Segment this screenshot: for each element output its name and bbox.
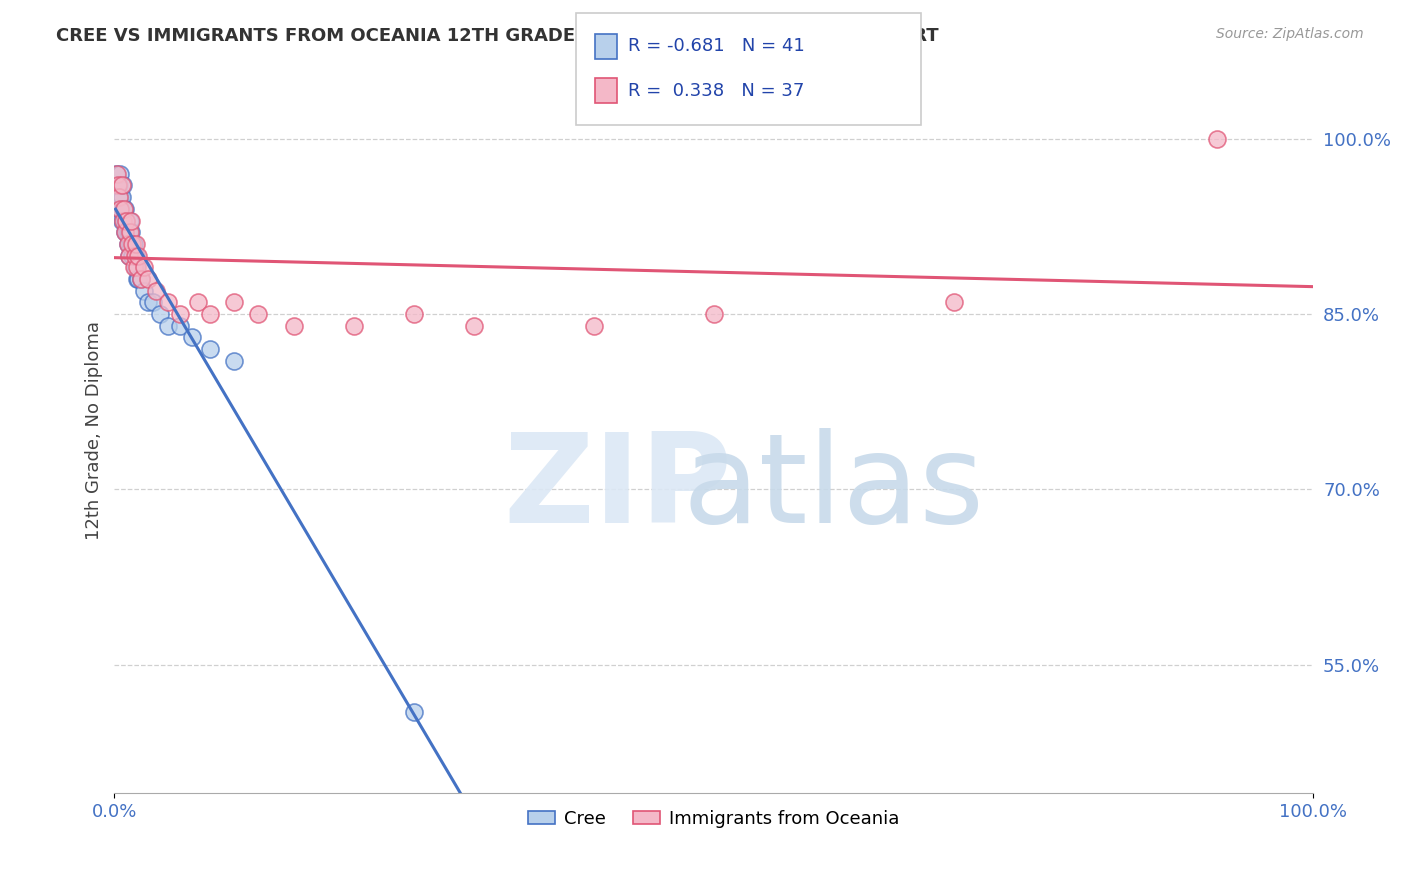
Point [110, 190, 132, 204]
Point [112, 202, 135, 216]
Point [224, 295, 246, 310]
Point [127, 249, 149, 263]
Point [343, 318, 366, 333]
Point [118, 225, 141, 239]
Point [149, 307, 172, 321]
Point [114, 225, 136, 239]
Point [111, 178, 134, 193]
Point [187, 295, 209, 310]
Point [111, 213, 134, 227]
Point [121, 236, 143, 251]
Point [118, 213, 141, 227]
Point [134, 260, 156, 275]
Point [110, 167, 132, 181]
Point [120, 213, 142, 227]
Point [157, 318, 180, 333]
Point [115, 225, 138, 239]
Point [118, 225, 141, 239]
Point [121, 249, 143, 263]
Point [582, 318, 605, 333]
Text: atlas: atlas [683, 428, 984, 549]
Point [127, 272, 149, 286]
Point [124, 249, 146, 263]
Point [124, 260, 146, 275]
Point [105, 178, 128, 193]
Point [110, 178, 132, 193]
Point [463, 318, 485, 333]
Point [122, 260, 145, 275]
Point [200, 307, 222, 321]
Point [105, 167, 128, 181]
Point [169, 307, 191, 321]
Point [134, 284, 156, 298]
Point [117, 236, 139, 251]
Text: ZIP: ZIP [503, 428, 733, 549]
Point [125, 249, 148, 263]
Point [125, 236, 148, 251]
Text: R = -0.681   N = 41: R = -0.681 N = 41 [628, 37, 806, 55]
Point [117, 225, 139, 239]
Point [110, 213, 132, 227]
Point [404, 705, 426, 719]
Point [1206, 131, 1229, 145]
Point [157, 295, 180, 310]
Point [142, 295, 165, 310]
Point [127, 272, 149, 286]
Point [129, 272, 152, 286]
Point [145, 284, 167, 298]
Point [200, 342, 222, 356]
Legend: Cree, Immigrants from Oceania: Cree, Immigrants from Oceania [520, 803, 907, 835]
Point [129, 272, 152, 286]
Text: R =  0.338   N = 37: R = 0.338 N = 37 [628, 82, 804, 100]
Point [283, 318, 305, 333]
Point [169, 318, 191, 333]
Point [122, 236, 145, 251]
Point [118, 249, 141, 263]
Point [703, 307, 725, 321]
Point [108, 190, 131, 204]
Point [107, 178, 129, 193]
Point [247, 307, 270, 321]
Point [107, 190, 129, 204]
Point [118, 249, 141, 263]
Point [111, 202, 134, 216]
Point [110, 202, 132, 216]
Point [120, 225, 142, 239]
Text: Source: ZipAtlas.com: Source: ZipAtlas.com [1216, 27, 1364, 41]
Point [115, 213, 138, 227]
Point [181, 330, 204, 344]
Point [108, 202, 131, 216]
Point [112, 202, 135, 216]
Y-axis label: 12th Grade, No Diploma: 12th Grade, No Diploma [86, 321, 103, 541]
Point [112, 213, 135, 227]
Point [136, 272, 159, 286]
Point [114, 202, 136, 216]
Point [224, 353, 246, 368]
Point [117, 236, 139, 251]
Text: CREE VS IMMIGRANTS FROM OCEANIA 12TH GRADE, NO DIPLOMA CORRELATION CHART: CREE VS IMMIGRANTS FROM OCEANIA 12TH GRA… [56, 27, 939, 45]
Point [115, 213, 138, 227]
Point [104, 167, 127, 181]
Point [108, 178, 131, 193]
Point [404, 307, 426, 321]
Point [136, 295, 159, 310]
Point [110, 190, 132, 204]
Point [127, 260, 149, 275]
Point [118, 236, 141, 251]
Point [942, 295, 965, 310]
Point [114, 225, 136, 239]
